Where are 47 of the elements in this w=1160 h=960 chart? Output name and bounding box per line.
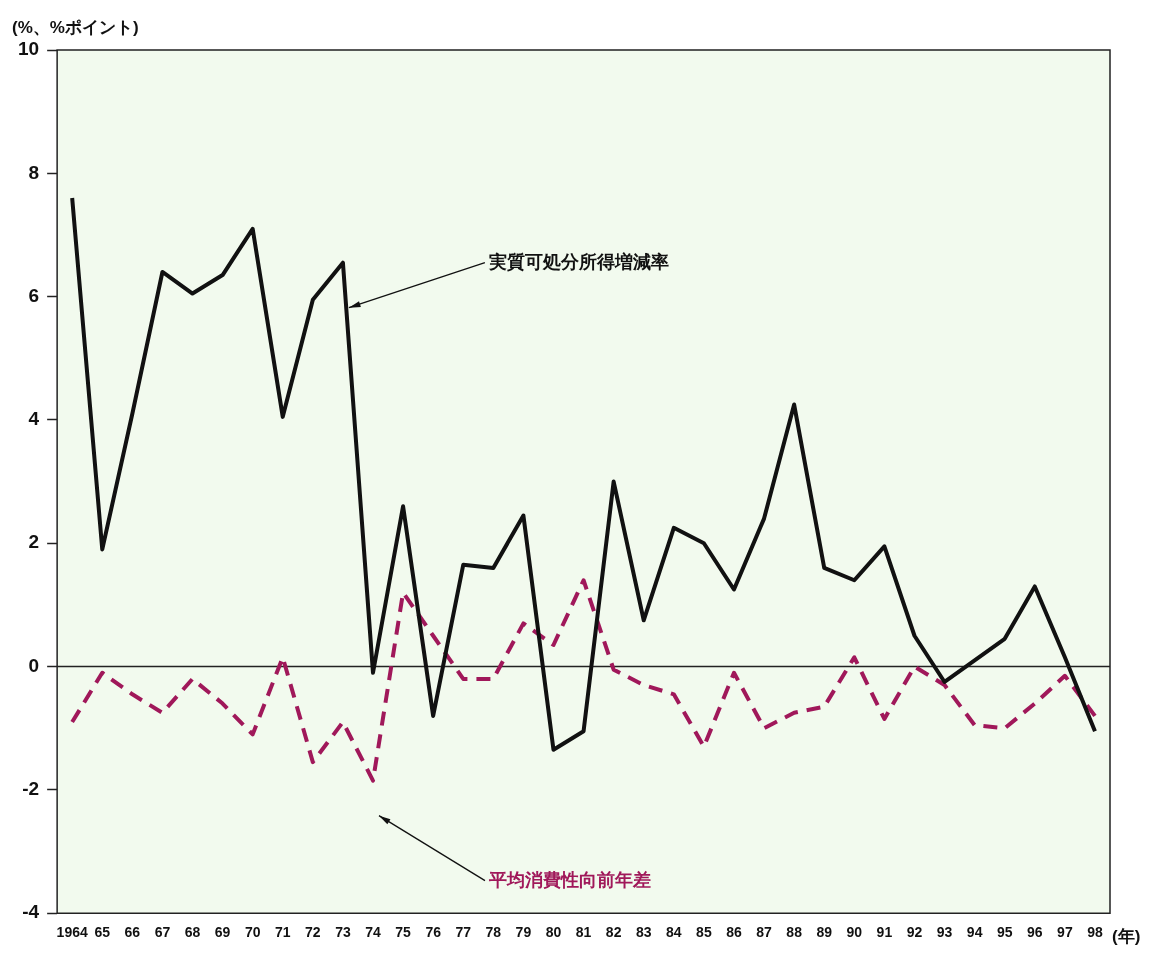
x-tick-label: 76 <box>425 924 442 941</box>
y-axis-title: (%、%ポイント) <box>12 17 139 37</box>
y-tick-label: -4 <box>22 901 40 923</box>
x-tick-label: 89 <box>816 924 833 941</box>
x-tick-label: 95 <box>996 924 1013 941</box>
y-tick-label: -2 <box>22 778 40 800</box>
x-tick-label: 85 <box>696 924 712 941</box>
x-tick-label: 88 <box>786 924 803 941</box>
text: 実質可処分所得増減率 <box>487 250 669 272</box>
y-tick-label: 4 <box>28 408 40 430</box>
x-tick-label: 74 <box>365 924 381 941</box>
x-tick-label: 66 <box>124 924 141 941</box>
x-tick-label: 70 <box>244 924 261 941</box>
x-tick-label: 84 <box>666 924 682 941</box>
x-tick-label: 77 <box>455 924 472 941</box>
y-tick-label: 10 <box>17 38 40 60</box>
x-tick-label: 72 <box>305 924 321 941</box>
x-tick-label: 65 <box>94 924 111 941</box>
x-tick-label: 80 <box>545 924 562 941</box>
y-tick-label: 2 <box>28 531 40 553</box>
x-tick-label: 91 <box>876 924 893 941</box>
x-axis-title: (年) <box>1112 926 1141 946</box>
x-tick-label: 98 <box>1087 924 1103 941</box>
x-tick-label: 79 <box>515 924 532 941</box>
x-tick-label: 67 <box>154 924 171 941</box>
x-tick-label: 75 <box>395 924 412 941</box>
x-tick-label: 94 <box>966 924 983 941</box>
x-tick-label: 81 <box>575 924 592 941</box>
x-tick-label: 71 <box>274 924 291 941</box>
x-tick-label: 96 <box>1027 924 1043 941</box>
x-tick-label: 1964 <box>56 924 88 941</box>
text: 平均消費性向前年差 <box>487 869 651 890</box>
x-tick-label: 68 <box>184 924 201 941</box>
x-tick-label: 83 <box>635 924 652 941</box>
x-tick-label: 73 <box>335 924 351 941</box>
x-tick-label: 93 <box>936 924 953 941</box>
y-tick-label: 0 <box>28 654 40 676</box>
y-tick-label: 6 <box>28 284 40 306</box>
x-tick-label: 86 <box>726 924 742 941</box>
x-tick-label: 90 <box>846 924 863 941</box>
y-tick-label: 8 <box>28 161 40 183</box>
x-tick-label: 82 <box>605 924 622 941</box>
x-tick-label: 78 <box>485 924 502 941</box>
x-tick-label: 87 <box>756 924 773 941</box>
x-tick-label: 97 <box>1057 924 1073 941</box>
x-tick-label: 92 <box>906 924 923 941</box>
x-tick-label: 69 <box>214 924 231 941</box>
